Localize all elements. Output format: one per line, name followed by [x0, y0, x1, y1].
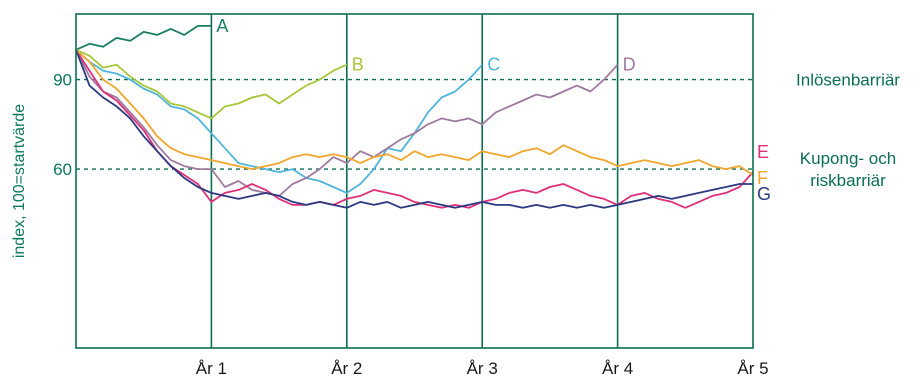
series-label-f: F — [757, 168, 768, 188]
series-label-d: D — [623, 55, 636, 75]
series-line-f — [75, 49, 754, 176]
y-axis-label: index, 100=startvärde — [11, 104, 28, 258]
x-tick-label-ar-2: År 2 — [331, 359, 362, 378]
plot-frame — [75, 13, 754, 349]
series-line-g — [75, 49, 753, 209]
series-line-d — [75, 49, 619, 197]
series-line-e — [75, 49, 754, 209]
x-tick-label-ar-3: År 3 — [467, 359, 498, 378]
grid-layer — [76, 14, 753, 348]
label-layer: Inlösenbarriär Kupong- och riskbarriär A B C D… — [216, 16, 900, 204]
barrier-label-60-line-2: riskbarriär — [810, 171, 886, 190]
series-line-b — [75, 48, 348, 120]
x-tick-label-ar-1: År 1 — [196, 359, 227, 378]
series-line-c — [75, 49, 483, 194]
x-tick-label-ar-4: År 4 — [602, 359, 633, 378]
series-label-g: G — [757, 184, 771, 204]
barrier-label-60-line-1: Kupong- och — [800, 149, 896, 168]
x-tick-label-ar-5: År 5 — [737, 359, 768, 378]
y-tick-label-60: 60 — [53, 160, 72, 179]
tick-layer: År 1 År 2 År 3 År 4 År 5 90 60 — [53, 71, 769, 378]
series-label-a: A — [216, 16, 228, 36]
series-line-a — [75, 24, 212, 51]
series-layer — [75, 24, 754, 209]
series-label-b: B — [352, 55, 364, 75]
barrier-label-90-line-1: Inlösenbarriär — [796, 71, 900, 90]
y-tick-label-90: 90 — [53, 71, 72, 90]
series-label-c: C — [487, 55, 500, 75]
series-label-e: E — [757, 142, 769, 162]
